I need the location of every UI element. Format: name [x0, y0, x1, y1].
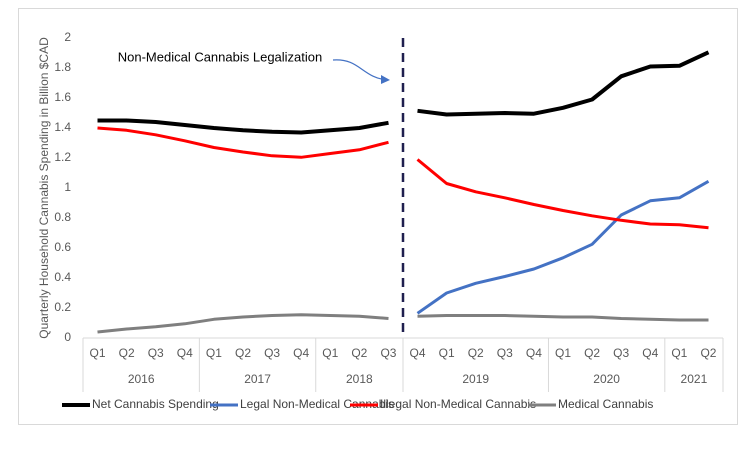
x-group-label: 2020 [593, 372, 620, 386]
x-tick-label: Q4 [177, 346, 193, 360]
x-tick-label: Q2 [700, 346, 716, 360]
x-tick-label: Q2 [584, 346, 600, 360]
x-tick-label: Q3 [264, 346, 280, 360]
series-line [417, 314, 709, 322]
x-tick-label: Q3 [497, 346, 513, 360]
y-axis-label: Quarterly Household Cannabis Spending in… [37, 37, 51, 339]
x-tick-label: Q4 [642, 346, 658, 360]
annotation-arrowhead [381, 75, 390, 84]
y-tick-label: 1.8 [54, 60, 71, 74]
x-tick-label: Q2 [235, 346, 251, 360]
annotation: Non-Medical Cannabis Legalization [118, 49, 323, 64]
x-tick-label: Q1 [439, 346, 455, 360]
y-tick-label: 0.8 [54, 210, 71, 224]
y-tick-label: 0.6 [54, 240, 71, 254]
y-tick-label: 1.2 [54, 150, 71, 164]
x-tick-label: Q2 [119, 346, 135, 360]
y-tick-label: 0.4 [54, 270, 71, 284]
legend-label: Legal Non-Medical Cannabis [240, 397, 394, 411]
y-tick-label: 1.4 [54, 120, 71, 134]
series-line [97, 118, 389, 135]
x-tick-label: Q3 [613, 346, 629, 360]
x-tick-label: Q4 [293, 346, 309, 360]
x-group-label: 2021 [681, 372, 708, 386]
legend-label: Medical Cannabis [558, 397, 653, 411]
series-line [416, 158, 709, 230]
x-tick-label: Q4 [526, 346, 542, 360]
series-line [97, 313, 389, 334]
x-tick-label: Q2 [351, 346, 367, 360]
legend-label: Illegal Non-Medical Cannabis [380, 397, 536, 411]
y-tick-label: 0 [64, 330, 71, 344]
x-group-label: 2017 [244, 372, 271, 386]
x-tick-label: Q1 [555, 346, 571, 360]
x-tick-label: Q1 [206, 346, 222, 360]
series-line [416, 179, 710, 315]
x-group-label: 2016 [128, 372, 155, 386]
x-tick-label: Q2 [468, 346, 484, 360]
x-tick-label: Q1 [671, 346, 687, 360]
series-line [417, 50, 710, 117]
x-tick-label: Q4 [410, 346, 426, 360]
x-tick-label: Q3 [148, 346, 164, 360]
y-tick-label: 0.2 [54, 300, 71, 314]
y-tick-label: 2 [64, 30, 71, 44]
series-line [97, 126, 389, 159]
y-tick-label: 1.6 [54, 90, 71, 104]
y-tick-label: 1 [64, 180, 71, 194]
chart-border [18, 8, 738, 425]
x-group-label: 2019 [462, 372, 489, 386]
legend-label: Net Cannabis Spending [92, 397, 219, 411]
x-tick-label: Q1 [90, 346, 106, 360]
x-tick-label: Q3 [380, 346, 396, 360]
x-group-label: 2018 [346, 372, 373, 386]
x-tick-label: Q1 [322, 346, 338, 360]
